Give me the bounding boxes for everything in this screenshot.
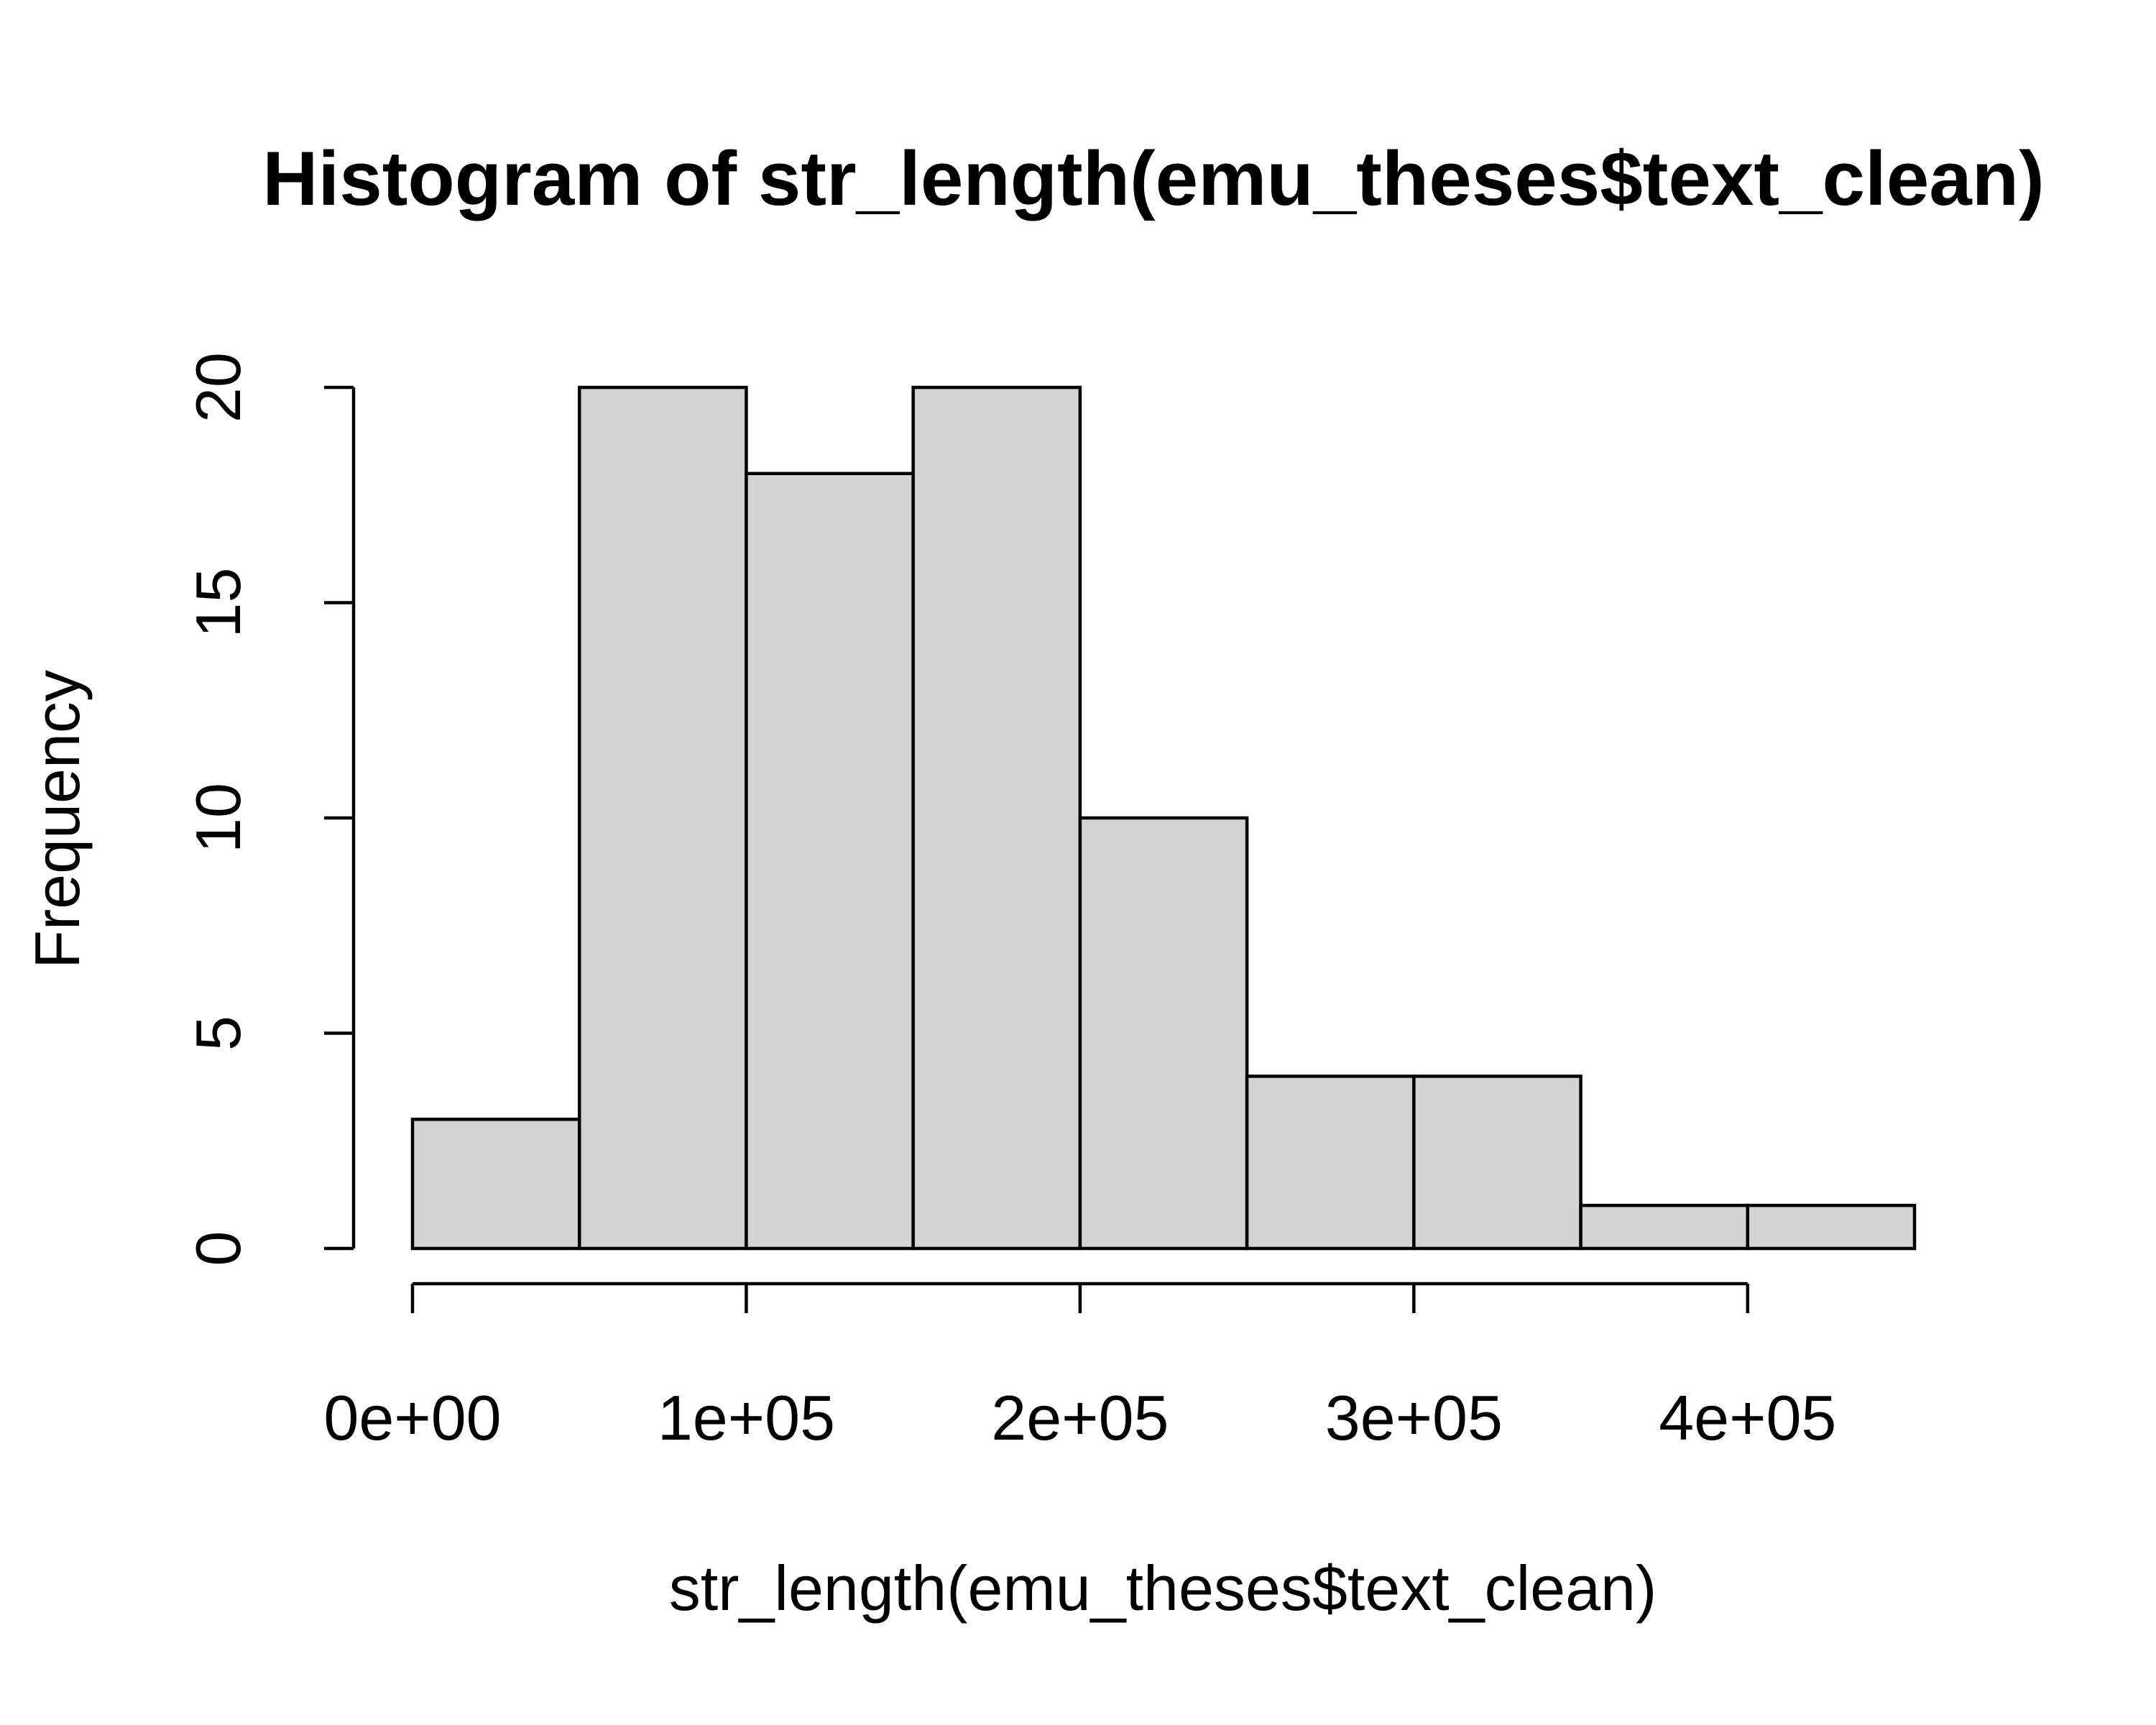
x-tick-label-4: 4e+05 bbox=[1659, 1382, 1836, 1453]
x-axis-label: str_length(emu_theses$text_clean) bbox=[669, 1552, 1657, 1624]
histogram-bar-6 bbox=[1245, 1075, 1416, 1251]
x-axis: 0e+00 1e+05 2e+05 3e+05 4e+05 bbox=[323, 1282, 1836, 1453]
histogram-bar-8 bbox=[1579, 1203, 1750, 1251]
y-tick-label-4: 20 bbox=[183, 352, 254, 423]
histogram-bar-7 bbox=[1412, 1075, 1583, 1251]
histogram-bar-4 bbox=[911, 385, 1082, 1251]
y-axis: 0 5 10 15 20 bbox=[183, 352, 356, 1266]
x-tick-label-3: 3e+05 bbox=[1325, 1382, 1503, 1453]
y-axis-label: Frequency bbox=[22, 670, 93, 969]
histogram-bar-1 bbox=[410, 1118, 581, 1251]
histogram-bar-3 bbox=[745, 472, 915, 1251]
histogram-bar-9 bbox=[1746, 1203, 1917, 1251]
y-tick-label-2: 10 bbox=[183, 783, 254, 853]
y-tick-label-0: 0 bbox=[183, 1231, 254, 1266]
x-tick-label-1: 1e+05 bbox=[658, 1382, 835, 1453]
x-tick-label-2: 2e+05 bbox=[991, 1382, 1169, 1453]
plot-area: 0 5 10 15 20 0e+00 1e+05 2e+05 3e+05 4e+05 bbox=[183, 352, 1917, 1453]
y-tick-label-3: 15 bbox=[183, 568, 254, 638]
histogram-bar-5 bbox=[1078, 816, 1249, 1251]
y-tick-label-1: 5 bbox=[183, 1016, 254, 1051]
x-tick-label-0: 0e+00 bbox=[323, 1382, 501, 1453]
histogram-bar-2 bbox=[577, 385, 748, 1251]
bars-group bbox=[410, 385, 1917, 1251]
chart-title: Histogram of str_length(emu_theses$text_… bbox=[262, 135, 2045, 221]
